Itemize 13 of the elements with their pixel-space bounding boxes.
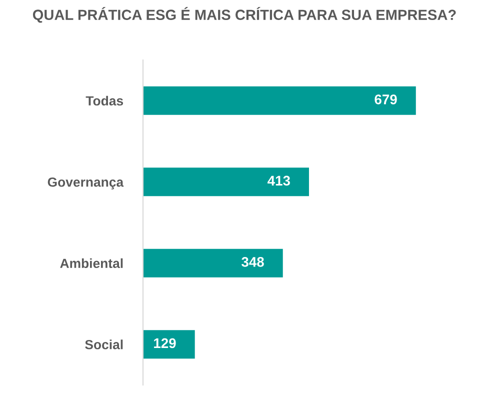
data-label: 348 (242, 257, 264, 267)
bar (143, 86, 416, 115)
y-tick-label: Governança (48, 177, 124, 190)
y-tick-label: Ambiental (60, 258, 123, 268)
data-label: 129 (154, 338, 176, 348)
bar (143, 248, 283, 278)
bar (143, 168, 309, 196)
y-tick-label: Social (85, 340, 123, 350)
data-label: 413 (268, 176, 290, 186)
bar (143, 330, 195, 359)
y-tick-label: Todas (86, 96, 124, 106)
chart-title: QUAL PRÁTICA ESG É MAIS CRÍTICA PARA SUA EMPRESA? (32, 6, 456, 23)
data-label: 679 (374, 94, 397, 104)
